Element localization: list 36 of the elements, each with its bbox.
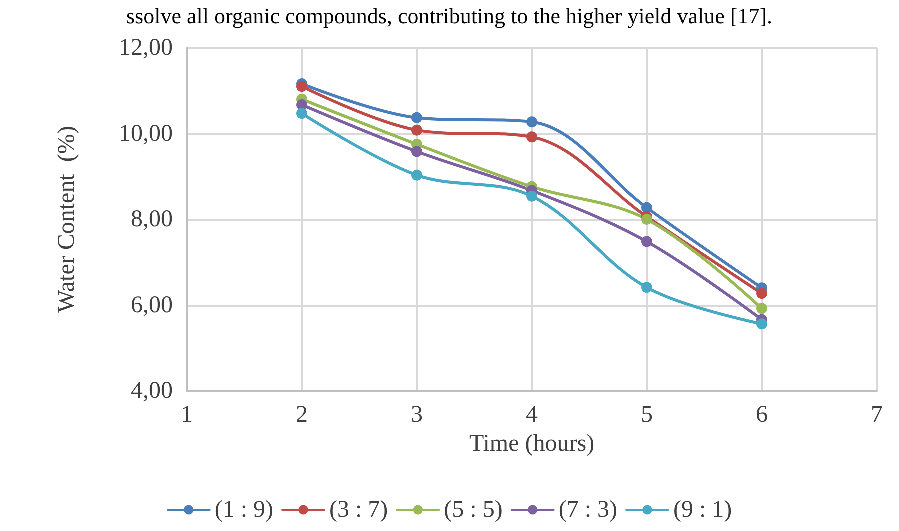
point [642, 236, 652, 248]
legend-label: (3 : 7) [330, 497, 388, 523]
point [526, 116, 538, 128]
point [642, 202, 652, 214]
point [756, 303, 768, 314]
text: ssolve all organic compounds, contributing to the higher yield value [17]. [126, 4, 773, 28]
x-tick-label: 6 [756, 402, 768, 428]
point [642, 282, 652, 294]
point [296, 108, 308, 120]
point [526, 132, 538, 143]
point [412, 124, 422, 136]
point [296, 81, 308, 92]
point [642, 214, 652, 225]
x-tick-label: 3 [411, 402, 423, 428]
point [412, 112, 422, 124]
x-tick-label: 2 [296, 402, 308, 428]
point [526, 190, 538, 202]
y-tick-label: 10,00 [119, 120, 173, 147]
x-tick-label: 1 [181, 402, 193, 428]
legend-label: (9 : 1) [673, 497, 732, 523]
x-tick-label: 7 [871, 402, 883, 428]
y-tick-label: 8,00 [131, 206, 173, 232]
y-tick-label: 6,00 [131, 292, 173, 318]
point [412, 146, 422, 158]
legend-label: (7 : 3) [558, 497, 618, 523]
legend-label: (5 : 5) [444, 497, 503, 523]
y-tick-label: 12,00 [119, 35, 173, 61]
legend-label: (1 : 9) [214, 497, 274, 523]
y-tick-label: 4,00 [131, 378, 173, 404]
point [412, 170, 422, 181]
point [756, 318, 768, 330]
x-axis-title: Time (hours) [469, 430, 595, 457]
x-tick-label: 5 [641, 402, 653, 428]
y-axis-title: Water Content (%) [54, 126, 80, 313]
x-tick-label: 4 [526, 402, 538, 428]
point [756, 288, 768, 300]
